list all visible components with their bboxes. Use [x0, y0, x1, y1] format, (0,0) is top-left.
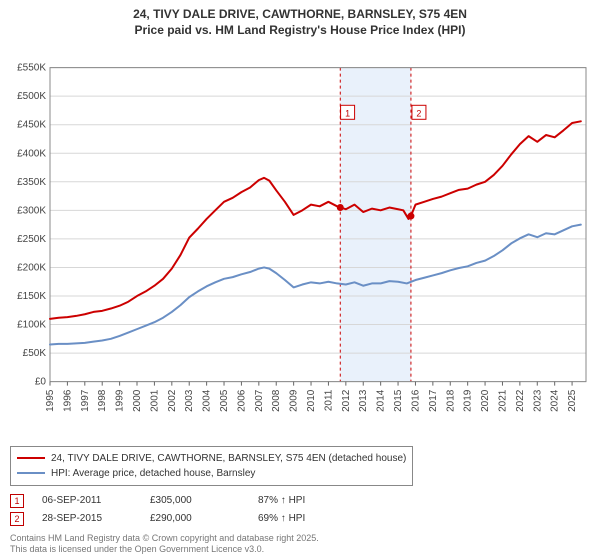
transaction-badge: 1 — [10, 494, 24, 508]
svg-text:2012: 2012 — [341, 390, 352, 413]
transaction-row: 2 28-SEP-2015 £290,000 69% ↑ HPI — [10, 510, 590, 528]
svg-text:2014: 2014 — [376, 390, 387, 413]
footer-line-1: Contains HM Land Registry data © Crown c… — [10, 533, 590, 545]
legend-label: HPI: Average price, detached house, Barn… — [51, 466, 255, 481]
legend-item: HPI: Average price, detached house, Barn… — [17, 466, 406, 481]
svg-text:2011: 2011 — [323, 390, 334, 412]
chart-container: 24, TIVY DALE DRIVE, CAWTHORNE, BARNSLEY… — [0, 0, 600, 560]
transaction-price: £290,000 — [150, 513, 240, 524]
svg-text:2010: 2010 — [306, 390, 317, 413]
title-line-2: Price paid vs. HM Land Registry's House … — [8, 22, 592, 38]
svg-text:1997: 1997 — [80, 390, 91, 413]
chart-plot-area: £0 £50K £100K £150K £200K £250K £300K £350K £400… — [8, 42, 592, 441]
svg-text:£500K: £500K — [17, 92, 46, 103]
svg-text:£100K: £100K — [17, 320, 46, 331]
svg-text:2017: 2017 — [428, 390, 439, 413]
transaction-price: £305,000 — [150, 495, 240, 506]
svg-text:2009: 2009 — [289, 390, 300, 413]
svg-text:2: 2 — [416, 109, 421, 119]
svg-text:2001: 2001 — [149, 390, 160, 413]
svg-text:£400K: £400K — [17, 149, 46, 160]
svg-text:2004: 2004 — [202, 390, 213, 413]
svg-text:£150K: £150K — [17, 291, 46, 302]
chart-footer: Contains HM Land Registry data © Crown c… — [10, 533, 590, 556]
svg-text:1998: 1998 — [97, 390, 108, 413]
svg-text:1999: 1999 — [115, 390, 126, 413]
svg-text:2007: 2007 — [254, 390, 265, 413]
footer-line-2: This data is licensed under the Open Gov… — [10, 544, 590, 556]
svg-text:2002: 2002 — [167, 390, 178, 413]
svg-text:1: 1 — [345, 109, 350, 119]
legend-box: 24, TIVY DALE DRIVE, CAWTHORNE, BARNSLEY… — [10, 446, 413, 486]
svg-text:2003: 2003 — [184, 390, 195, 413]
svg-text:2008: 2008 — [271, 390, 282, 413]
svg-text:£0: £0 — [35, 377, 47, 388]
svg-text:2020: 2020 — [480, 390, 491, 413]
title-line-1: 24, TIVY DALE DRIVE, CAWTHORNE, BARNSLEY… — [8, 6, 592, 22]
svg-text:1996: 1996 — [62, 390, 73, 413]
svg-text:£450K: £450K — [17, 120, 46, 131]
svg-text:1995: 1995 — [45, 390, 56, 413]
svg-text:2013: 2013 — [358, 390, 369, 413]
transaction-delta: 87% ↑ HPI — [258, 495, 348, 506]
svg-text:2006: 2006 — [236, 390, 247, 413]
svg-text:£300K: £300K — [17, 206, 46, 217]
transaction-badge: 2 — [10, 512, 24, 526]
svg-text:2016: 2016 — [410, 390, 421, 413]
transaction-row: 1 06-SEP-2011 £305,000 87% ↑ HPI — [10, 492, 590, 510]
svg-text:2018: 2018 — [445, 390, 456, 413]
legend-label: 24, TIVY DALE DRIVE, CAWTHORNE, BARNSLEY… — [51, 451, 406, 466]
svg-text:2019: 2019 — [463, 390, 474, 413]
svg-text:£550K: £550K — [17, 63, 46, 74]
chart-title: 24, TIVY DALE DRIVE, CAWTHORNE, BARNSLEY… — [8, 6, 592, 38]
transaction-date: 06-SEP-2011 — [42, 495, 132, 506]
transaction-delta: 69% ↑ HPI — [258, 513, 348, 524]
svg-text:2023: 2023 — [532, 390, 543, 413]
svg-text:2005: 2005 — [219, 390, 230, 413]
legend-swatch — [17, 457, 45, 459]
transaction-date: 28-SEP-2015 — [42, 513, 132, 524]
svg-text:2025: 2025 — [567, 390, 578, 413]
svg-text:£200K: £200K — [17, 263, 46, 274]
svg-text:2015: 2015 — [393, 390, 404, 413]
svg-text:2000: 2000 — [132, 390, 143, 413]
legend-item: 24, TIVY DALE DRIVE, CAWTHORNE, BARNSLEY… — [17, 451, 406, 466]
svg-text:2022: 2022 — [515, 390, 526, 413]
svg-text:2024: 2024 — [550, 390, 561, 413]
svg-text:£250K: £250K — [17, 234, 46, 245]
transactions-table: 1 06-SEP-2011 £305,000 87% ↑ HPI 2 28-SEP-201… — [10, 492, 590, 528]
svg-text:2021: 2021 — [497, 390, 508, 413]
svg-text:£350K: £350K — [17, 177, 46, 188]
legend-swatch — [17, 472, 45, 474]
legend: 24, TIVY DALE DRIVE, CAWTHORNE, BARNSLEY… — [8, 442, 592, 488]
svg-text:£50K: £50K — [23, 348, 47, 359]
line-chart-svg: £0 £50K £100K £150K £200K £250K £300K £350K £400… — [8, 42, 592, 441]
